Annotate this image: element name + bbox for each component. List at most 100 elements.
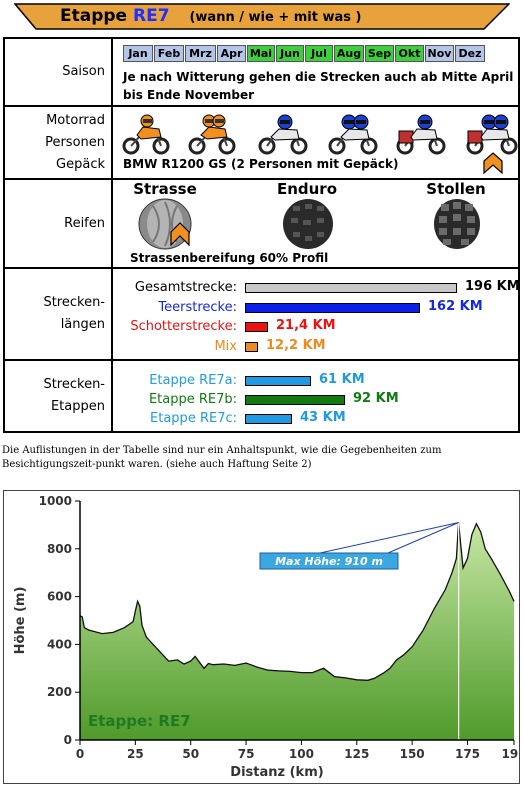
x-tick-label: 196 <box>501 747 519 761</box>
x-tick-label: 0 <box>76 747 84 761</box>
length-label: Teerstrecke: <box>158 299 237 315</box>
stage-label: Etappe RE7c: <box>150 411 237 426</box>
annotation-text: Max Höhe: 910 m <box>275 555 383 568</box>
x-tick-label: 150 <box>400 747 425 761</box>
tires-label: Reifen <box>5 180 113 267</box>
month-aug: Aug <box>334 45 364 62</box>
lengths-row: Strecken- längen Gesamtstrecke: 196 KM Tee… <box>5 269 520 361</box>
season-note-line2: bis Ende November <box>123 88 255 102</box>
month-dez: Dez <box>455 45 485 62</box>
enduro-tire-icon <box>283 199 333 249</box>
y-axis-label: Höhe (m) <box>13 587 28 655</box>
x-tick-label: 125 <box>344 747 369 761</box>
y-tick-label: 200 <box>47 685 72 699</box>
stage-value: 43 KM <box>300 410 346 425</box>
month-mrz: Mrz <box>185 45 216 62</box>
x-tick-label: 100 <box>289 747 314 761</box>
stages-label-line2: Etappen <box>50 399 105 414</box>
title-bar: Etappe RE7 (wann / wie + mit was ) <box>14 3 510 30</box>
lengths-label-line2: längen <box>60 317 105 332</box>
motorcycle-label-line2: Personen <box>45 134 105 150</box>
stage-label: Etappe RE7a: <box>149 373 237 388</box>
page-title: Etappe RE7 (wann / wie + mit was ) <box>60 6 361 26</box>
elevation-chart-svg: Max Höhe: 910 m 0 200 400 600 800 1000 0 25 50 75 1… <box>13 494 523 780</box>
motorcycle-caption: BMW R1200 GS (2 Personen mit Gepäck) <box>123 157 399 171</box>
motorcycle-blue-two-riders-luggage-icon <box>466 114 518 155</box>
disclaimer-text: Die Auflistungen in der Tabelle sind nur… <box>2 445 442 470</box>
season-body: Jan Feb Mrz Apr Mai Jun Jul Aug Sep Okt Nov Dez Je … <box>115 39 518 105</box>
tires-row: Reifen Strasse Enduro Stollen <box>5 180 518 269</box>
month-jul: Jul <box>305 45 333 62</box>
length-label: Schotterstrecke: <box>130 319 237 334</box>
length-bar <box>245 322 268 332</box>
motorcycle-body: BMW R1200 GS (2 Personen mit Gepäck) <box>115 107 518 178</box>
month-nov: Nov <box>425 45 454 62</box>
length-label: Gesamtstrecke: <box>134 280 237 295</box>
season-note-line1: Je nach Witterung gehen die Strecken auc… <box>123 70 514 84</box>
lengths-label-line1: Strecken- <box>43 295 105 310</box>
tires-body: Strasse Enduro Stollen <box>115 180 518 267</box>
y-tick-label: 400 <box>47 637 72 651</box>
length-value: 162 KM <box>428 298 483 314</box>
tire-type-road: Strasse <box>133 180 197 198</box>
stages-label: Strecken- Etappen <box>5 361 113 431</box>
motorcycle-label: Motorrad Personen Gepäck <box>5 107 113 178</box>
y-tick-label: 600 <box>47 590 72 604</box>
length-bar <box>245 302 420 313</box>
title-route: RE7 <box>133 6 170 26</box>
x-tick-label: 25 <box>127 747 144 761</box>
month-strip: Jan Feb Mrz Apr Mai Jun Jul Aug Sep Okt Nov Dez <box>123 45 486 62</box>
x-axis-label: Distanz (km) <box>230 765 323 780</box>
stage-bar <box>245 395 345 405</box>
info-table: Saison Jan Feb Mrz Apr Mai Jun Jul Aug Sep Okt Nov… <box>3 37 520 433</box>
tire-type-enduro: Enduro <box>276 180 338 198</box>
y-tick-label: 0 <box>64 733 72 747</box>
stages-row: Strecken- Etappen Etappe RE7a: 61 KM Etapp… <box>5 361 518 431</box>
stage-label: Etappe RE7b: <box>148 392 237 407</box>
title-prefix: Etappe <box>60 6 128 26</box>
motorcycle-row: Motorrad Personen Gepäck <box>5 107 518 180</box>
season-row: Saison Jan Feb Mrz Apr Mai Jun Jul Aug Sep Okt Nov… <box>5 39 518 107</box>
stage-value: 92 KM <box>353 391 399 406</box>
title-subtitle: (wann / wie + mit was ) <box>189 10 362 25</box>
elevation-line <box>79 522 515 681</box>
length-value: 21,4 KM <box>276 318 336 333</box>
x-tick-label: 175 <box>455 747 480 761</box>
title-banner-shape <box>14 3 510 30</box>
chart-title: Etappe: RE7 <box>88 712 191 730</box>
annotation-box <box>259 552 399 570</box>
season-note: Je nach Witterung gehen die Strecken auc… <box>123 68 513 104</box>
length-bar <box>245 283 457 293</box>
stages-label-line1: Strecken- <box>43 377 105 392</box>
motorcycle-blue-two-riders-icon <box>328 114 378 155</box>
motorcycle-label-line3: Gepäck <box>56 156 105 172</box>
y-tick-label: 1000 <box>39 494 72 508</box>
length-label: Mix <box>214 338 237 354</box>
knobby-tire-icon <box>434 199 480 249</box>
annotation-leader <box>387 522 459 554</box>
season-label: Saison <box>5 39 113 105</box>
elevation-area <box>80 522 514 740</box>
tires-caption: Strassenbereifung 60% Profil <box>130 251 329 265</box>
stage-bar <box>245 376 311 386</box>
month-okt: Okt <box>395 45 424 62</box>
length-value: 12,2 KM <box>266 337 326 353</box>
tire-type-knobby: Stollen <box>426 180 486 198</box>
month-mai: Mai <box>247 45 275 62</box>
annotation-leader <box>319 522 459 554</box>
x-tick-label: 75 <box>238 747 255 761</box>
x-tick-label: 50 <box>182 747 199 761</box>
length-value: 196 KM <box>465 279 520 294</box>
motorcycle-blue-one-rider-luggage-icon <box>396 114 446 155</box>
lengths-label: Strecken- längen <box>5 269 113 359</box>
selected-marker-icon <box>483 152 503 174</box>
month-sep: Sep <box>365 45 394 62</box>
stage-value: 61 KM <box>319 372 365 387</box>
motorcycle-blue-one-rider-icon <box>258 114 308 155</box>
stages-body: Etappe RE7a: 61 KM Etappe RE7b: 92 KM Etappe… <box>115 361 518 431</box>
month-jun: Jun <box>276 45 304 62</box>
lengths-body: Gesamtstrecke: 196 KM Teerstrecke: 162 KM Sc… <box>115 269 520 359</box>
motorcycle-orange-one-rider-icon <box>122 114 170 155</box>
stage-bar <box>245 414 292 424</box>
selected-tire-marker-icon <box>170 222 190 246</box>
